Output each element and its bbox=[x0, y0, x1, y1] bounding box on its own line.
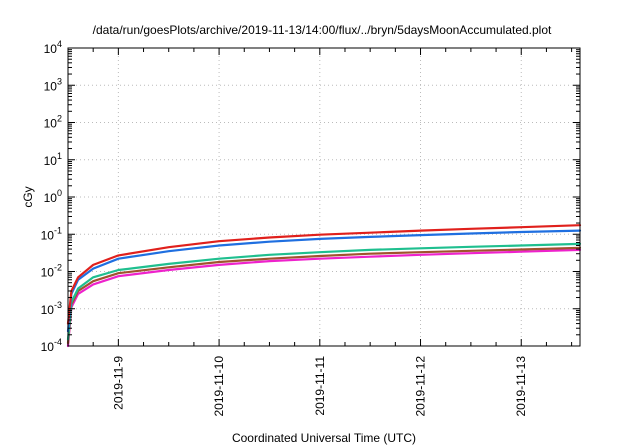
x-tick-label: 2019-11-11 bbox=[313, 356, 327, 416]
y-tick-exponent: 4 bbox=[57, 39, 62, 49]
y-tick-base: 10 bbox=[44, 191, 58, 205]
y-tick-exponent: -1 bbox=[54, 225, 62, 235]
series-line bbox=[66, 246, 582, 345]
y-axis-label: cGy bbox=[21, 186, 35, 207]
y-tick-exponent: 1 bbox=[57, 151, 62, 161]
y-tick-label: 104 bbox=[44, 39, 62, 56]
y-tick-exponent: -3 bbox=[54, 300, 62, 310]
series-line bbox=[66, 229, 582, 333]
y-tick-base: 10 bbox=[41, 228, 55, 242]
x-tick-label: 2019-11-13 bbox=[514, 356, 528, 417]
x-axis-label: Coordinated Universal Time (UTC) bbox=[232, 431, 416, 445]
y-tick-exponent: -2 bbox=[54, 263, 62, 273]
y-tick-base: 10 bbox=[41, 266, 55, 280]
y-tick-base: 10 bbox=[44, 117, 58, 131]
x-tick-label: 2019-11-10 bbox=[212, 356, 226, 417]
axis-ticks bbox=[67, 47, 580, 347]
y-tick-label: 10-3 bbox=[41, 300, 62, 317]
y-tick-base: 10 bbox=[44, 42, 58, 56]
y-tick-label: 100 bbox=[44, 188, 62, 205]
y-tick-label: 101 bbox=[44, 151, 62, 168]
data-series bbox=[66, 224, 582, 348]
series-line bbox=[66, 224, 582, 325]
y-tick-label: 10-4 bbox=[41, 337, 62, 354]
chart-title: /data/run/goesPlots/archive/2019-11-13/1… bbox=[93, 23, 552, 37]
y-tick-base: 10 bbox=[41, 340, 55, 354]
y-tick-exponent: -4 bbox=[54, 337, 62, 347]
y-tick-label: 10-2 bbox=[41, 263, 62, 280]
x-tick-label: 2019-11-12 bbox=[414, 356, 428, 417]
y-tick-exponent: 3 bbox=[57, 76, 62, 86]
y-tick-base: 10 bbox=[44, 154, 58, 168]
series-line bbox=[66, 248, 582, 348]
x-axis-tick-labels: 2019-11-9 2019-11-10 2019-11-11 2019-11-12 2… bbox=[111, 356, 528, 417]
x-tick-label: 2019-11-9 bbox=[111, 356, 125, 410]
y-tick-exponent: 0 bbox=[57, 188, 62, 198]
y-tick-exponent: 2 bbox=[57, 114, 62, 124]
y-tick-base: 10 bbox=[41, 303, 55, 317]
y-tick-label: 10-1 bbox=[41, 225, 62, 242]
y-tick-label: 102 bbox=[44, 114, 62, 131]
y-tick-label: 103 bbox=[44, 76, 62, 93]
series-line bbox=[66, 242, 582, 341]
y-tick-base: 10 bbox=[44, 79, 58, 93]
